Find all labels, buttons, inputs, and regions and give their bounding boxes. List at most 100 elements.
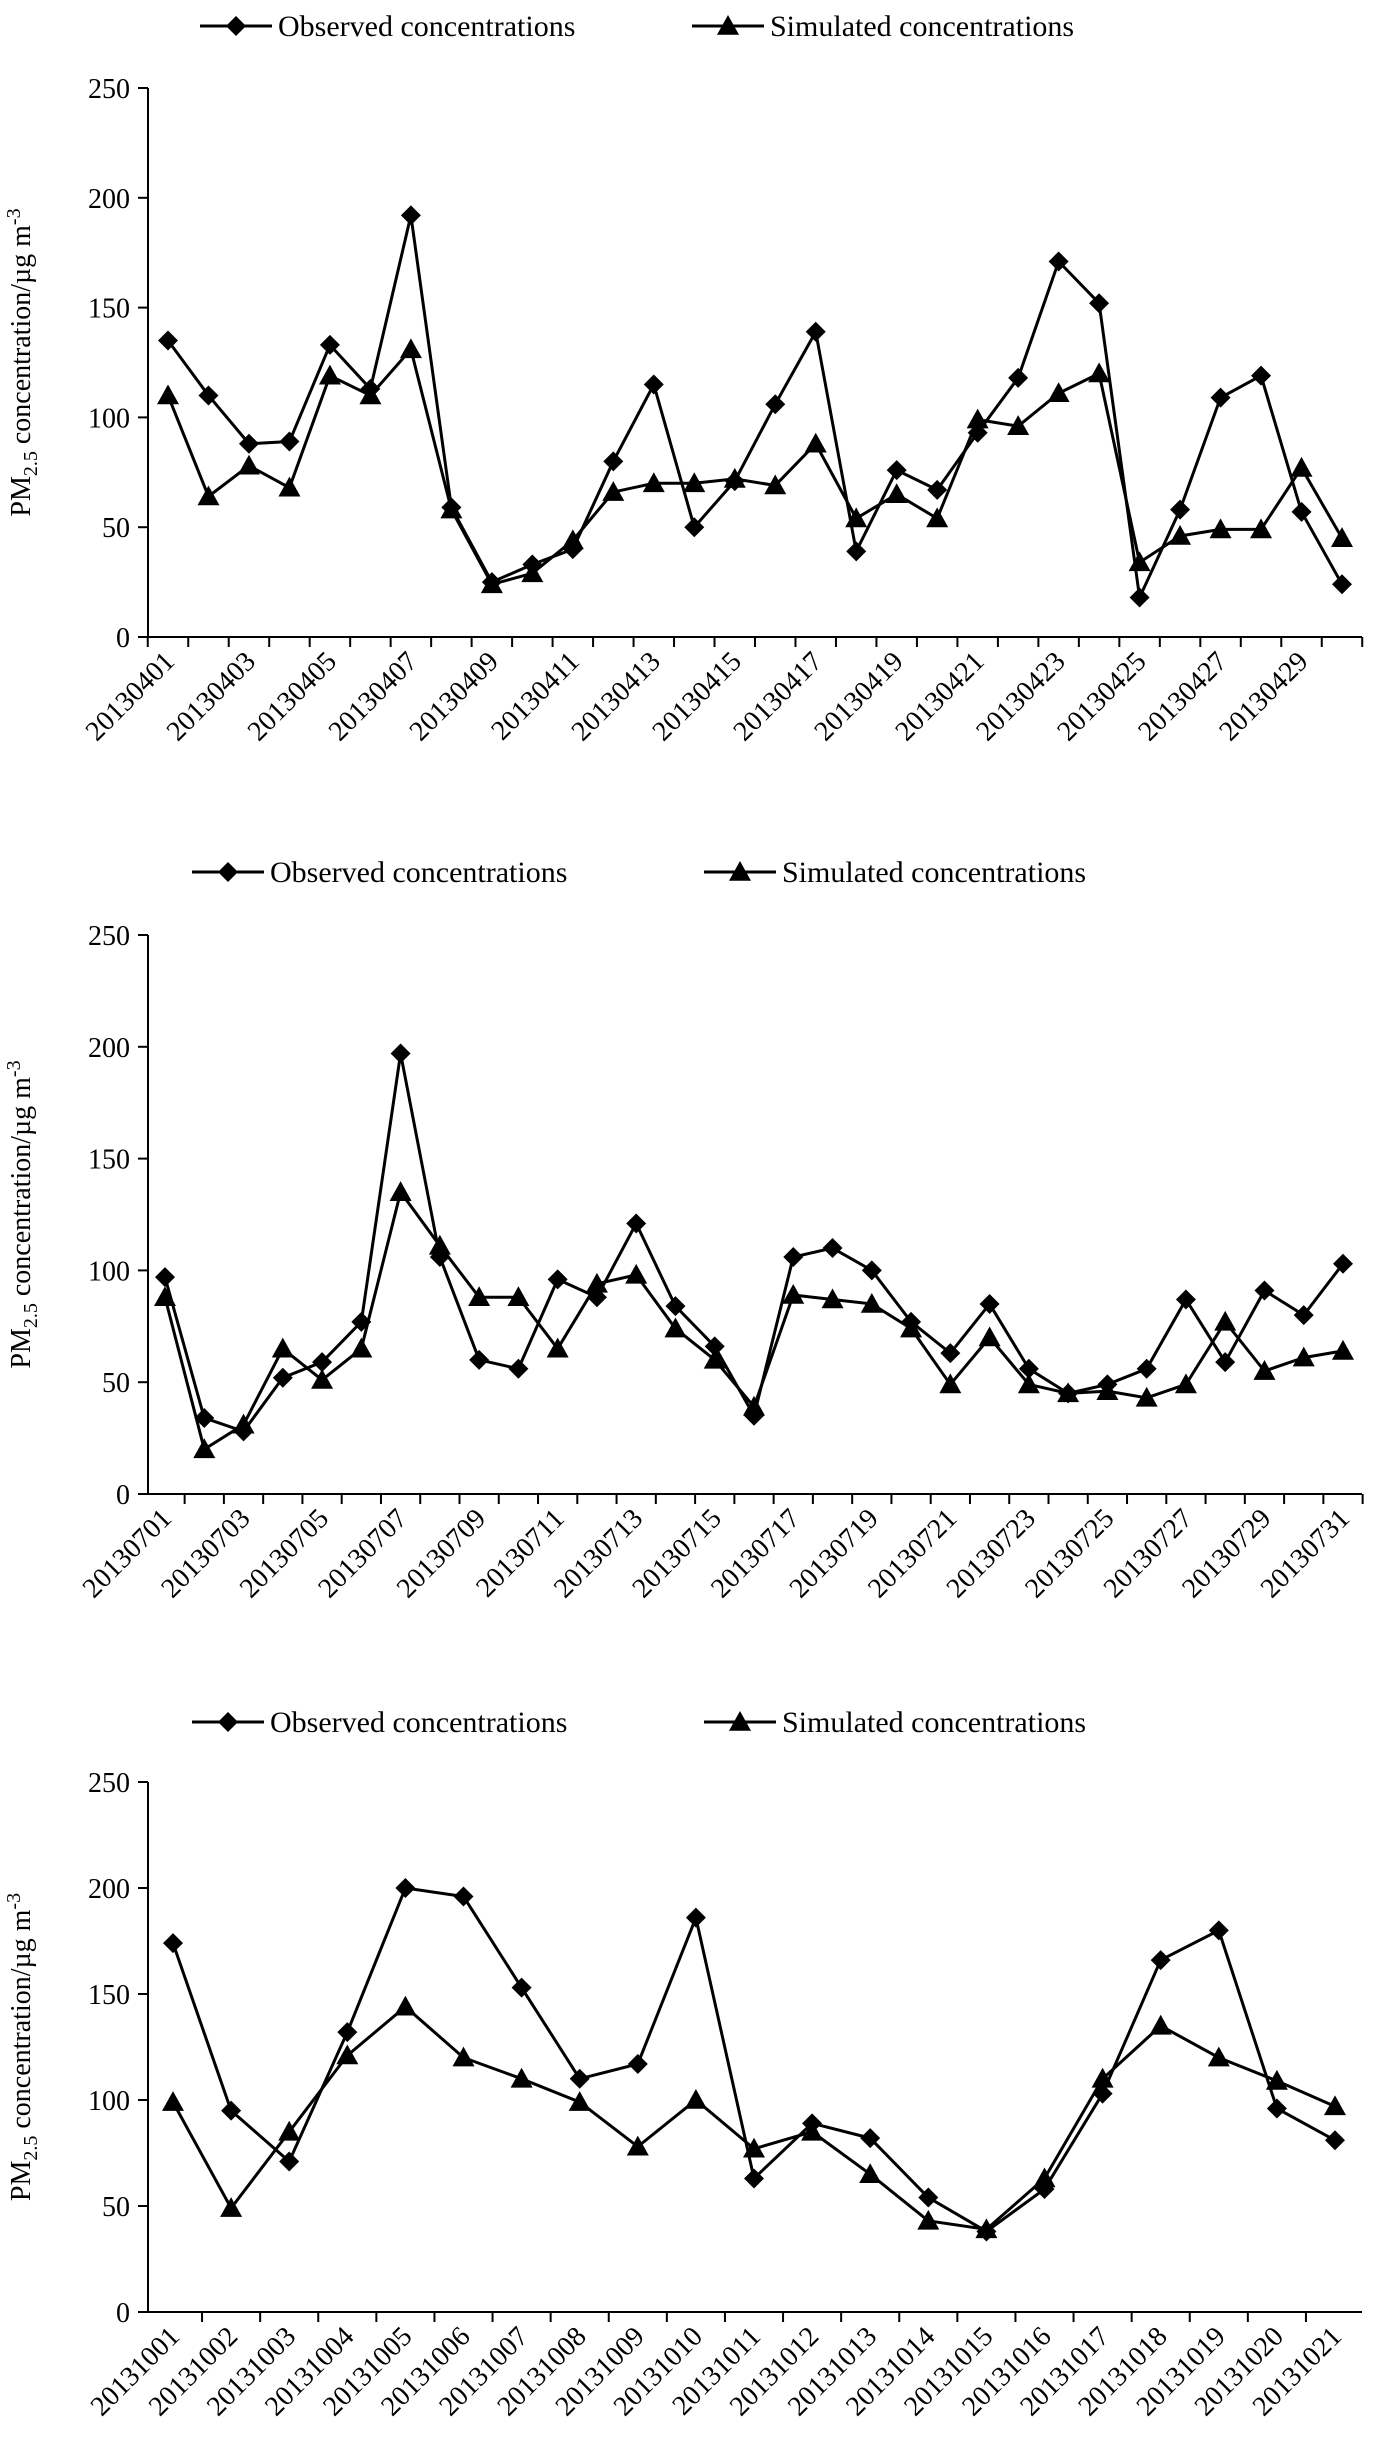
data-point-diamond xyxy=(783,1246,804,1267)
data-point-triangle xyxy=(743,1395,765,1416)
data-point-diamond xyxy=(1291,501,1312,522)
data-point-triangle xyxy=(885,483,908,504)
data-point-diamond xyxy=(704,1336,725,1357)
y-axis-label-subscript: 2.5 xyxy=(20,2136,42,2161)
x-tick-label: 20130419 xyxy=(809,646,910,747)
data-point-triangle xyxy=(1017,1373,1040,1394)
data-point-triangle xyxy=(782,1283,805,1304)
data-point-triangle xyxy=(399,338,422,359)
data-point-triangle xyxy=(860,1292,883,1313)
data-point-triangle xyxy=(568,2091,591,2111)
series-line xyxy=(163,1053,1345,1434)
data-point-diamond xyxy=(1129,587,1150,608)
data-point-diamond xyxy=(158,330,178,351)
data-point-diamond xyxy=(744,2168,764,2189)
data-point-diamond xyxy=(918,2187,939,2208)
y-axis-label-superscript: -3 xyxy=(3,1060,25,1077)
y-axis-label: PM2.5 concentration/µg m-3 xyxy=(3,208,42,516)
data-point-triangle xyxy=(1324,2095,1346,2116)
data-point-triangle xyxy=(193,1438,216,1459)
series-simulated xyxy=(157,338,1353,594)
data-point-triangle xyxy=(278,476,301,497)
data-point-triangle xyxy=(510,2067,533,2088)
legend-marker-diamond xyxy=(218,1712,238,1732)
y-tick-label: 250 xyxy=(88,74,130,105)
y-axis-label-text: concentration/µg m xyxy=(6,225,37,451)
data-point-diamond xyxy=(508,1358,529,1379)
data-point-diamond xyxy=(1008,367,1029,388)
y-tick-label: 150 xyxy=(88,1980,130,2011)
x-tick-label: 20130427 xyxy=(1132,646,1233,747)
series-simulated xyxy=(154,1181,1354,1459)
data-point-diamond xyxy=(569,2068,590,2089)
x-tick-label: 20130415 xyxy=(647,646,748,747)
data-point-diamond xyxy=(547,1269,568,1290)
data-point-diamond xyxy=(1136,1358,1157,1379)
data-point-triangle xyxy=(394,1995,417,2016)
data-point-triangle xyxy=(642,472,665,493)
x-tick-label: 20130421 xyxy=(889,646,990,747)
data-point-triangle xyxy=(585,1272,608,1293)
y-axis-label-text: concentration/µg m xyxy=(6,1909,37,2135)
data-point-diamond xyxy=(163,1933,183,1954)
y-axis-label-superscript: -3 xyxy=(3,208,25,225)
data-point-triangle xyxy=(1253,1360,1276,1380)
x-tick-label: 20130407 xyxy=(323,646,424,747)
data-point-triangle xyxy=(468,1286,491,1307)
data-point-diamond xyxy=(272,1367,293,1388)
y-tick-label: 100 xyxy=(88,1256,130,1287)
data-point-triangle xyxy=(917,2209,940,2230)
data-point-diamond xyxy=(1332,574,1352,595)
data-point-triangle xyxy=(1209,518,1232,539)
y-tick-label: 0 xyxy=(116,2298,130,2329)
data-point-triangle xyxy=(359,384,382,405)
data-point-triangle xyxy=(664,1317,687,1338)
data-point-triangle xyxy=(723,467,746,488)
data-point-triangle xyxy=(743,2137,765,2158)
data-point-diamond xyxy=(194,1407,215,1428)
y-tick-label: 50 xyxy=(102,1368,130,1399)
data-point-triangle xyxy=(561,529,584,550)
data-point-triangle xyxy=(157,384,179,405)
x-tick-label: 20130401 xyxy=(80,646,181,747)
y-tick-label: 0 xyxy=(116,1480,130,1511)
data-point-triangle xyxy=(220,2197,243,2217)
data-point-triangle xyxy=(1265,2069,1288,2090)
y-tick-label: 0 xyxy=(116,623,130,654)
data-point-diamond xyxy=(1208,1920,1229,1941)
data-point-diamond xyxy=(337,2022,358,2043)
series-simulated xyxy=(162,1995,1346,2239)
data-point-triangle xyxy=(1057,1382,1080,1403)
data-point-triangle xyxy=(683,472,706,493)
data-point-diamond xyxy=(1254,1280,1275,1301)
y-tick-label: 100 xyxy=(88,403,130,434)
data-point-triangle xyxy=(1091,2067,1114,2088)
x-tick-label: 20130403 xyxy=(161,646,262,747)
data-point-diamond xyxy=(1048,251,1069,272)
data-point-triangle xyxy=(845,507,868,528)
x-tick-label: 20130409 xyxy=(404,646,505,747)
data-point-diamond xyxy=(1210,387,1231,408)
data-point-triangle xyxy=(521,562,544,583)
data-point-triangle xyxy=(1174,1373,1197,1394)
x-tick-label: 20130425 xyxy=(1051,646,1152,747)
data-point-diamond xyxy=(238,433,259,454)
data-point-triangle xyxy=(1290,456,1313,477)
data-point-triangle xyxy=(1207,2046,1230,2067)
data-point-triangle xyxy=(1149,2014,1172,2035)
data-point-triangle xyxy=(1047,382,1070,403)
data-point-diamond xyxy=(279,431,300,452)
data-point-diamond xyxy=(627,2053,648,2074)
data-point-diamond xyxy=(886,460,907,481)
y-axis-label-prefix: PM xyxy=(6,476,37,517)
chart-panel-1: 0501001502002502013040120130403201304052… xyxy=(3,10,1364,747)
data-point-diamond xyxy=(643,374,664,395)
data-point-diamond xyxy=(684,517,705,538)
data-point-diamond xyxy=(390,1043,411,1064)
data-point-diamond xyxy=(312,1352,333,1373)
data-point-triangle xyxy=(389,1181,412,1201)
data-point-diamond xyxy=(469,1349,490,1370)
legend-marker-diamond xyxy=(226,16,246,36)
legend-label: Simulated concentrations xyxy=(782,1706,1086,1739)
